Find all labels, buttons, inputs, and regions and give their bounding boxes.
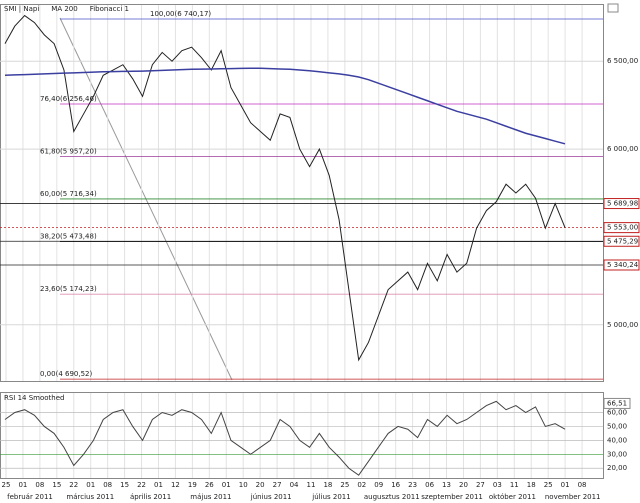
y-tick-label: 6 500,00 [607,57,638,65]
legend-item[interactable]: SMI | Napi [4,5,39,13]
y-tick-label: 6 000,00 [607,145,638,153]
rsi-series [4,400,566,476]
x-day-label: 09 [374,481,383,489]
x-month-label: március 2011 [66,493,114,501]
rsi-title: RSI 14 Smoothed [4,394,65,402]
x-day-label: 01 [154,481,163,489]
x-day-label: 16 [391,481,400,489]
x-month-label: október 2011 [489,493,536,501]
rsi-tick-label: 40,00 [607,436,627,444]
x-month-label: szeptember 2011 [421,493,483,501]
x-month-label: május 2011 [190,493,231,501]
rsi-tick-label: 50,00 [607,422,627,430]
x-day-label: 15 [120,481,129,489]
x-day-label: 02 [357,481,366,489]
x-day-label: 01 [18,481,27,489]
price-label-box [603,222,640,234]
fib-label: 23,60(5 174,23) [40,285,97,293]
x-day-label: 11 [307,481,316,489]
fib-label: 100,00(6 740,17) [150,10,211,18]
x-day-label: 01 [222,481,231,489]
x-day-label: 20 [459,481,468,489]
price-label: 5 475,29 [607,237,638,245]
x-day-label: 25 [2,481,11,489]
x-day-label: 23 [408,481,417,489]
x-day-label: 19 [188,481,197,489]
fib-label: 38,20(5 473,48) [40,233,97,241]
x-month-label: november 2011 [545,493,601,501]
x-day-label: 01 [86,481,95,489]
corner-icon[interactable] [607,3,619,13]
x-day-label: 11 [510,481,519,489]
x-day-label: 27 [476,481,485,489]
x-day-label: 22 [69,481,78,489]
price-series [4,14,566,362]
x-day-label: 25 [544,481,553,489]
rsi-frame [0,392,604,479]
x-day-label: 04 [290,481,299,489]
price-label: 5 689,98 [607,200,638,208]
fib-label: 61,80(5 957,20) [40,148,97,156]
y-tick-label: 5 000,00 [607,321,638,329]
x-month-label: augusztus 2011 [364,493,420,501]
rsi-tick-label: 30,00 [607,450,627,458]
x-day-label: 20 [256,481,265,489]
price-label-box [603,235,640,247]
fib-label: 0,00(4 690,52) [40,370,92,378]
x-day-label: 27 [273,481,282,489]
rsi-current-label: 66,51 [607,399,627,407]
x-day-label: 08 [35,481,44,489]
x-month-label: február 2011 [7,493,53,501]
x-month-label: április 2011 [130,493,171,501]
x-day-label: 08 [103,481,112,489]
price-series [4,67,566,145]
main-frame [0,4,604,382]
rsi-tick-label: 60,00 [607,409,627,417]
x-day-label: 01 [561,481,570,489]
x-month-label: július 2011 [311,493,350,501]
x-day-label: 10 [239,481,248,489]
x-day-label: 06 [425,481,434,489]
x-day-label: 18 [527,481,536,489]
x-day-label: 15 [52,481,61,489]
x-day-label: 18 [323,481,332,489]
x-day-label: 25 [340,481,349,489]
x-month-label: június 2011 [250,493,292,501]
x-day-label: 03 [493,481,502,489]
legend-item[interactable]: Fibonacci 1 [90,5,129,13]
price-label-box [603,198,640,210]
x-day-label: 13 [442,481,451,489]
x-day-label: 08 [578,481,587,489]
x-day-label: 12 [171,481,180,489]
price-label-box [603,259,640,271]
x-day-label: 26 [205,481,214,489]
rsi-tick-label: 20,00 [607,464,627,472]
price-label: 5 340,24 [607,261,639,269]
legend-item[interactable]: MA 200 [51,5,77,13]
rsi-current-box [603,397,631,409]
x-day-label: 22 [137,481,146,489]
fib-label: 60,00(5 716,34) [40,190,97,198]
price-label: 5 553,00 [607,224,638,232]
